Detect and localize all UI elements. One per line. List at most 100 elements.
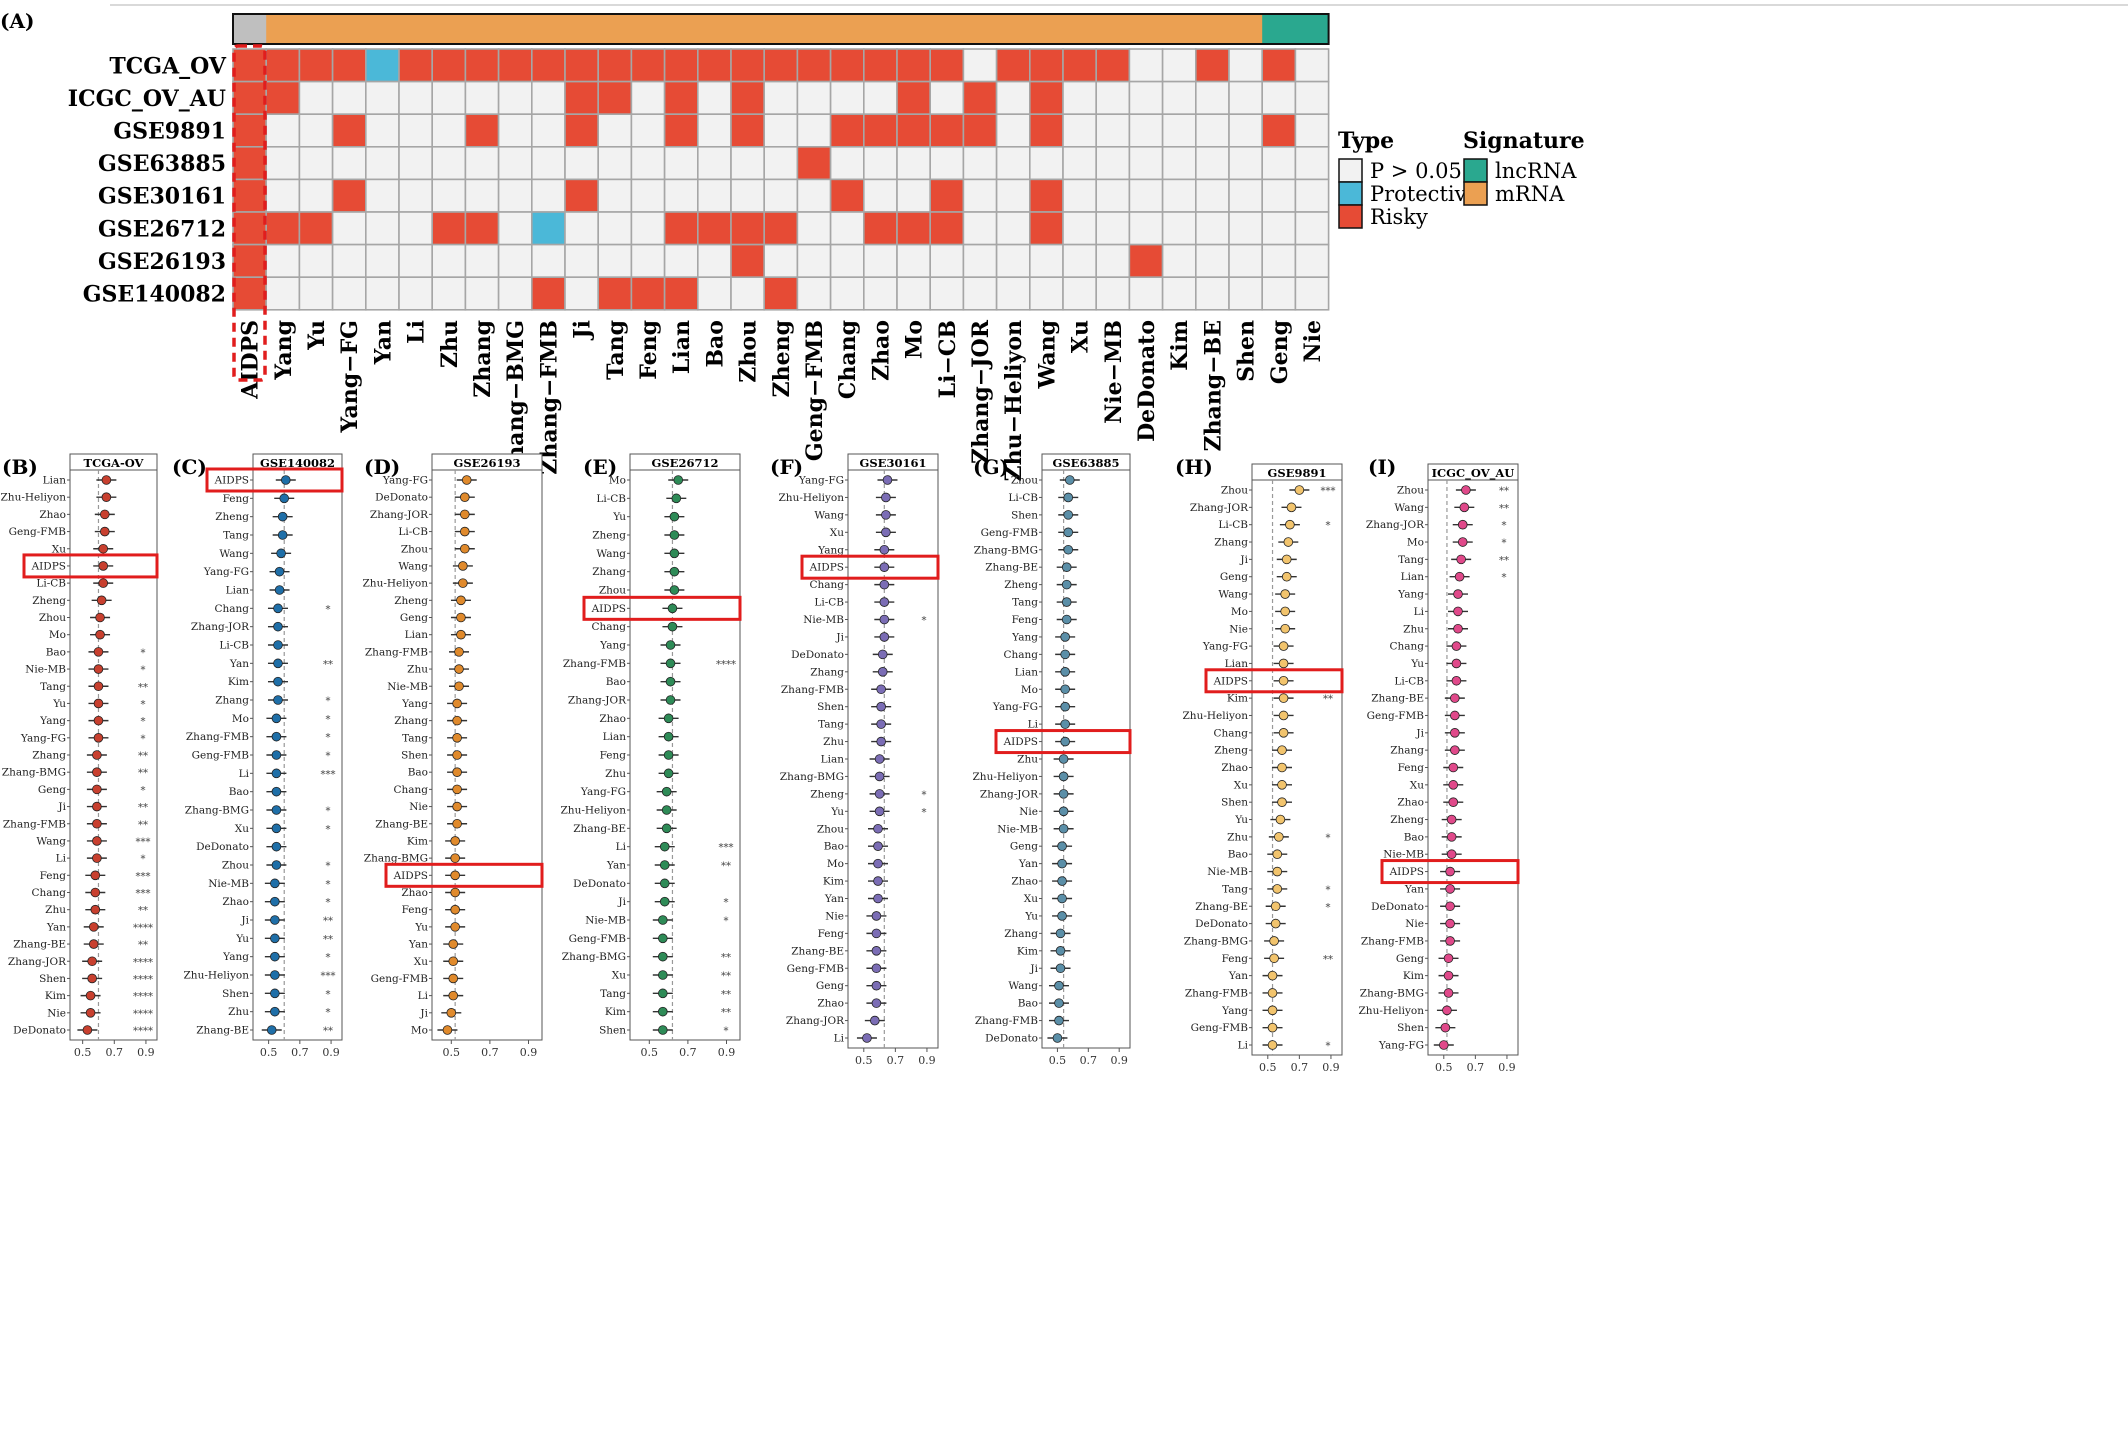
data-point [1277,745,1287,755]
data-point [450,836,460,846]
y-tick-label: Nie [825,910,844,922]
heatmap-cell [298,48,334,83]
data-point [273,658,283,669]
heatmap-cell [995,243,1031,279]
heatmap-cell [530,178,566,213]
data-point [454,681,464,692]
heatmap-cell [464,276,500,311]
y-tick-label: Nie [47,1007,66,1019]
heatmap-cell [1195,211,1230,246]
panel-title: GSE26712 [652,456,719,470]
y-tick-label: DeDonato [1195,918,1248,930]
y-tick-label: Zhang-JOR [1366,519,1425,531]
x-tick-label: 0.5 [855,1054,873,1067]
y-tick-label: AIDPS [1213,675,1248,687]
heatmap-cell [663,276,699,311]
signature-cell [1262,14,1296,44]
heatmap-cell [1062,113,1098,148]
heatmap-cell [1095,113,1131,148]
y-tick-label: Zheng [1004,579,1038,591]
data-point [873,823,883,834]
y-tick-label: Kim [1227,693,1248,705]
x-tick-label: 0.5 [1435,1061,1453,1074]
heatmap-cell [1062,276,1098,311]
data-point [1058,771,1069,782]
heatmap-cell [1161,146,1197,181]
significance-label: *** [719,843,734,854]
data-point [95,612,105,623]
heatmap-cell [929,80,965,115]
heatmap-cell [331,80,367,115]
y-tick-label: Zhang-FMB [975,1015,1038,1027]
heatmap-cell [663,80,699,115]
significance-label: * [1326,521,1331,532]
y-tick-label: Li-CB [1218,519,1248,531]
signature-cell [565,14,599,44]
y-tick-label: Xu [235,823,249,835]
signature-cell [764,14,798,44]
heatmap-cell [564,276,600,311]
heatmap-cell [1261,211,1297,246]
y-tick-label: Shen [1011,509,1038,521]
data-point [658,970,668,980]
heatmap-cell [929,243,965,279]
data-point [1450,728,1460,738]
y-tick-label: Wang [398,560,428,572]
heatmap-cell [630,211,666,246]
data-point [270,878,280,889]
y-tick-label: Mo [1021,684,1038,696]
data-point [87,956,97,967]
data-point [1281,571,1292,582]
data-point [1061,614,1072,625]
data-point [1274,832,1284,842]
y-tick-label: AIDPS [591,603,626,615]
y-tick-label: Shen [1221,797,1248,809]
significance-label: * [141,717,146,728]
heatmap-cell [1195,48,1230,83]
y-tick-label: Yang [39,715,66,727]
heatmap-cell [1228,48,1264,83]
heatmap-cell [630,80,666,115]
heatmap-cell [730,276,766,311]
y-tick-label: Nie-MB [1207,866,1248,878]
data-point [100,526,110,537]
data-point [1446,814,1457,825]
data-point [1054,1015,1064,1026]
signature-cell [1096,14,1130,44]
y-tick-label: Chang [591,621,626,633]
heatmap-cell [763,48,799,83]
data-point [663,731,674,742]
column-label: Li [404,320,430,344]
data-point [882,475,893,485]
heatmap-cell [232,80,268,115]
y-tick-label: Zhang-JOR [786,1015,845,1027]
heatmap-cell [1062,178,1098,213]
y-tick-label: Xu [414,956,428,968]
data-point [1060,667,1070,677]
data-point [271,823,282,834]
y-tick-label: Zhang-BE [1195,901,1248,913]
y-tick-label: Zhu [1227,831,1248,843]
row-label: ICGC_OV_AU [68,86,226,112]
heatmap-cell [829,80,865,115]
heatmap-cell [730,211,766,246]
y-tick-label: Zhu-Heliyon [561,805,627,817]
signature-cell [830,14,865,44]
heatmap-cell [1128,211,1164,246]
y-tick-label: Zhang-JOR [370,509,429,521]
y-tick-label: Zhang-JOR [980,788,1039,800]
signature-cell [498,14,533,44]
data-point [446,1008,457,1018]
heatmap-cell [265,146,301,181]
y-tick-label: Yu [830,806,844,818]
signature-cell [1063,14,1097,44]
data-point [1058,754,1069,764]
data-point [1445,918,1455,929]
data-point [100,509,110,520]
heatmap-cell [995,113,1031,148]
data-point [96,595,107,606]
y-tick-label: Zheng [810,788,844,800]
heatmap-cell [1029,146,1064,181]
data-point [665,695,676,705]
data-point [658,933,668,944]
